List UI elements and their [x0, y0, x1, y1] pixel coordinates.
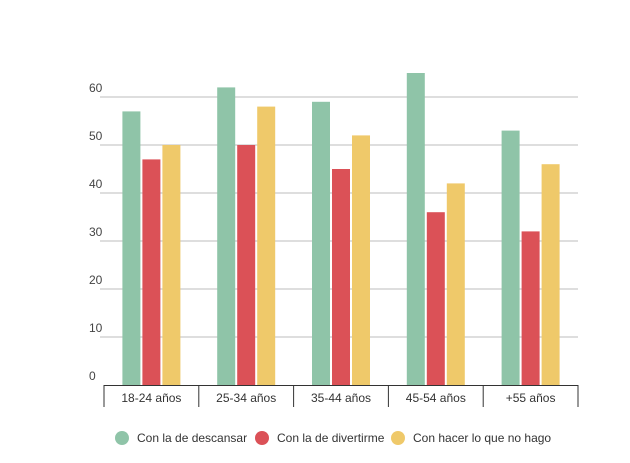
bar-2-2 — [352, 135, 370, 385]
bar-1-4 — [521, 231, 540, 385]
bar-2-1 — [257, 106, 276, 385]
bar-2-4 — [541, 164, 560, 385]
y-tick-label: 10 — [89, 321, 103, 335]
bars — [122, 73, 560, 386]
bar-0-3 — [406, 73, 425, 385]
x-tick-label: +55 años — [506, 391, 556, 405]
legend-marker-2 — [391, 431, 405, 445]
legend-label-2: Con hacer lo que no hago — [413, 431, 551, 445]
bar-1-0 — [142, 159, 161, 385]
x-axis: 18-24 años 25-34 años 35-44 años 45-54 años… — [103, 385, 579, 407]
x-tick-label: 25-34 años — [216, 391, 276, 405]
legend-label-0: Con la de descansar — [137, 431, 247, 445]
y-tick-label: 30 — [89, 225, 103, 239]
legend-label-1: Con la de divertirme — [277, 431, 385, 445]
y-tick-label: 40 — [89, 177, 103, 191]
y-tick-label: 50 — [89, 129, 103, 143]
bar-0-1 — [217, 87, 236, 386]
bar-1-3 — [426, 212, 445, 385]
x-tick-label: 18-24 años — [121, 391, 181, 405]
legend: Con la de descansar Con la de divertirme C… — [115, 431, 551, 445]
legend-marker-0 — [115, 431, 129, 445]
legend-marker-1 — [255, 431, 269, 445]
y-tick-label: 20 — [89, 273, 103, 287]
y-tick-label: 0 — [89, 369, 96, 383]
bar-2-3 — [446, 183, 465, 385]
y-tick-label: 60 — [89, 81, 103, 95]
bar-0-0 — [122, 111, 141, 386]
bar-0-4 — [501, 130, 520, 385]
bar-1-1 — [237, 145, 256, 385]
bar-1-2 — [332, 169, 350, 385]
bar-0-2 — [312, 101, 330, 386]
x-tick-label: 35-44 años — [311, 391, 371, 405]
bar-2-0 — [162, 145, 181, 385]
x-tick-label: 45-54 años — [406, 391, 466, 405]
